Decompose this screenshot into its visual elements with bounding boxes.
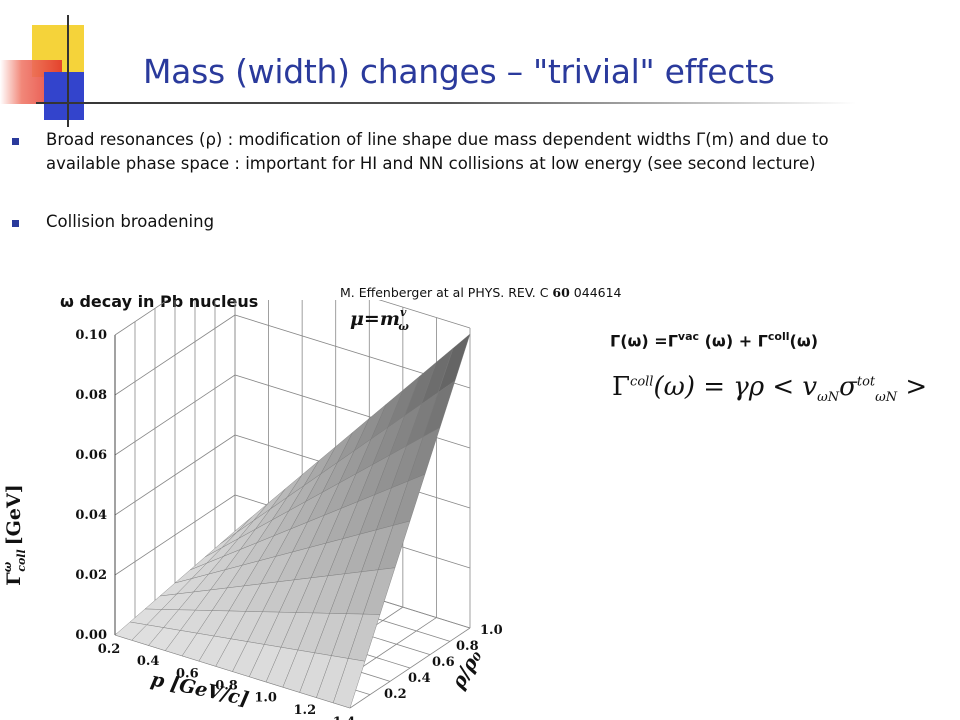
z-tick-label: 0.10 <box>75 328 107 343</box>
bullet-list: Broad resonances (ρ) : modification of l… <box>12 128 842 234</box>
formula-sigma: σ <box>839 372 857 402</box>
deco-blue-square <box>44 72 84 120</box>
svg-text:Γωcoll[GeV]: Γωcoll[GeV] <box>1 484 28 585</box>
gamma-eq-end: (ω) <box>789 331 819 351</box>
grid-line <box>114 300 471 336</box>
x-axis-label: p [GeV/c] <box>149 668 251 710</box>
citation-volume: 60 <box>552 285 570 300</box>
bullet-text: Collision broadening <box>46 212 215 231</box>
plot-ticks: 0.000.020.040.060.080.100.20.40.60.81.01… <box>75 328 502 720</box>
y-tick-label: 0.4 <box>408 671 431 686</box>
z-axis-label: Γωcoll[GeV] <box>1 484 28 585</box>
surface-plot: 0.000.020.040.060.080.100.20.40.60.81.01… <box>1 300 503 720</box>
plot-surface <box>114 333 471 709</box>
gamma-eq-lhs: Γ(ω) =Γ <box>610 331 678 351</box>
formula-close: > <box>897 372 928 402</box>
x-tick-label: 0.4 <box>137 654 160 669</box>
bullet-marker <box>12 220 19 227</box>
z-tick-label: 0.02 <box>75 568 107 583</box>
formula-sup-coll: coll <box>630 374 654 390</box>
formula-sup-tot: tot <box>856 374 876 390</box>
formula-arg: (ω) = γρ < v <box>653 372 818 402</box>
y-tick-label: 1.0 <box>480 623 503 638</box>
mass-label: μ=mv ω <box>350 306 409 333</box>
y-tick-label: 0.8 <box>456 639 479 654</box>
grid-line <box>349 627 471 709</box>
x-tick-label: 0.6 <box>176 666 199 681</box>
gamma-equation: Γ(ω) =Γvac (ω) + Γcoll(ω) <box>610 330 818 350</box>
x-tick-label: 1.0 <box>254 691 277 706</box>
formula-gamma: Γ <box>612 372 631 402</box>
bullet-item: Collision broadening <box>12 210 842 234</box>
deco-horizontal-line <box>36 102 856 104</box>
y-tick-label: 0.2 <box>384 687 407 702</box>
bullet-text: Broad resonances (ρ) : modification of l… <box>46 130 829 173</box>
gamma-eq-sup-coll: coll <box>767 330 790 343</box>
x-tick-label: 1.4 <box>333 715 356 720</box>
x-tick-label: 0.8 <box>215 679 238 694</box>
deco-vertical-line <box>67 15 69 127</box>
z-tick-label: 0.04 <box>75 508 107 523</box>
x-tick-label: 0.2 <box>98 642 121 657</box>
figure-label: ω decay in Pb nucleus <box>60 292 259 311</box>
x-tick-label: 1.2 <box>294 703 317 718</box>
gamma-eq-sup-vac: vac <box>677 330 700 343</box>
citation-suffix: 044614 <box>569 285 622 300</box>
citation-prefix: M. Effenberger at al PHYS. REV. C <box>340 285 553 300</box>
collision-width-formula: Γcoll(ω) = γρ < vωNσtotωN > <box>612 372 927 405</box>
formula-sub-2: ωN <box>875 390 898 406</box>
y-tick-label: 0.6 <box>432 655 455 670</box>
z-tick-label: 0.06 <box>75 448 107 463</box>
z-tick-label: 0.00 <box>75 628 107 643</box>
bullet-marker <box>12 138 19 145</box>
surface-patch <box>332 658 366 709</box>
z-tick-label: 0.08 <box>75 388 107 403</box>
gamma-eq-mid: (ω) + Γ <box>699 331 768 351</box>
formula-sub-1: ωN <box>817 390 840 406</box>
bullet-item: Broad resonances (ρ) : modification of l… <box>12 128 842 176</box>
slide-title: Mass (width) changes – "trivial" effects <box>143 52 775 91</box>
citation: M. Effenberger at al PHYS. REV. C 60 044… <box>340 285 622 300</box>
